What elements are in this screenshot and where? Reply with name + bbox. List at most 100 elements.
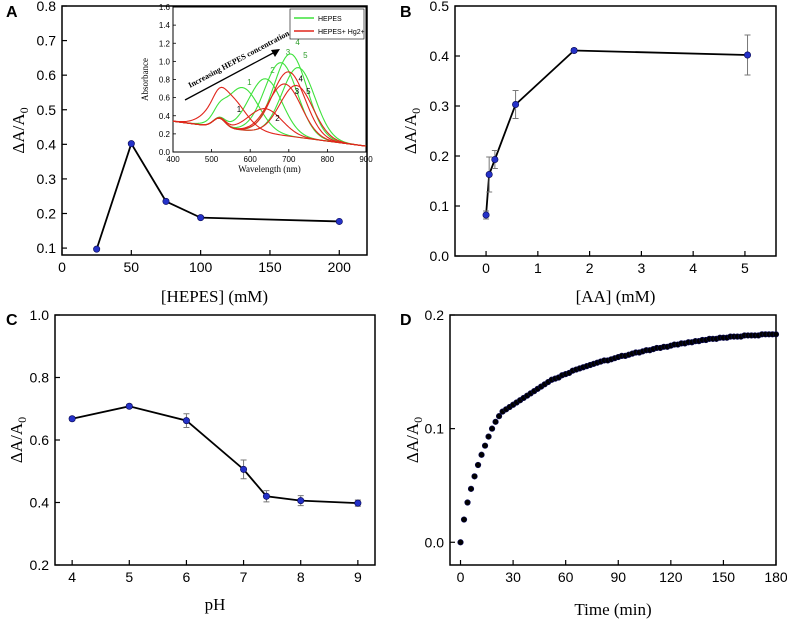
panel-d-ytick-label: 0.1 xyxy=(425,421,445,437)
panel-c-data-point xyxy=(354,499,362,507)
panel-a-xtick-label: 0 xyxy=(58,259,66,275)
inset-ytick-label: 1.2 xyxy=(159,39,171,48)
panel-d-data-point xyxy=(457,539,464,546)
inset-y-axis-label: Absorbance xyxy=(140,58,150,101)
panel-b-data-point xyxy=(512,101,520,109)
inset-legend-box xyxy=(289,8,365,40)
panel-a-ytick-label: 0.8 xyxy=(37,0,57,14)
inset-ytick-label: 1.4 xyxy=(159,21,171,30)
panel-c-xtick-label: 9 xyxy=(354,569,362,585)
panel-b-label: B xyxy=(400,4,412,21)
panel-c-ytick-label: 0.6 xyxy=(30,432,50,448)
panel-c-xtick-label: 7 xyxy=(240,569,248,585)
panel-a-ytick-label: 0.7 xyxy=(37,33,57,49)
panel-c-ytick-label: 1.0 xyxy=(30,307,50,323)
inset-curve-number: 3 xyxy=(295,87,300,96)
inset-ytick-label: 0.2 xyxy=(159,130,171,139)
panel-d-data-point xyxy=(478,451,485,458)
inset-legend-label: HEPES xyxy=(318,16,342,23)
inset-arrow-line xyxy=(184,51,276,101)
panel-c-y-axis-label: ΔA/A0 xyxy=(7,417,29,463)
panel-a-xtick-label: 200 xyxy=(328,259,352,275)
panel-a-x-axis-label: [HEPES] (mM) xyxy=(161,287,268,306)
panel-c-xtick-label: 6 xyxy=(183,569,191,585)
inset-curve-number: 4 xyxy=(295,38,300,47)
panel-c: 4 5 6 7 8 9 0.2 0.4 0.6 0.8 1.0 pH ΔA/A0 C xyxy=(6,307,376,614)
panel-a-ytick-label: 0.4 xyxy=(37,136,57,152)
panel-c-data-point xyxy=(68,415,76,423)
panel-a-ytick-label: 0.5 xyxy=(37,102,57,118)
panel-b-xtick-label: 3 xyxy=(637,260,645,276)
panel-b-ytick-label: 0.4 xyxy=(430,48,450,64)
panel-c-x-axis-label: pH xyxy=(205,595,226,614)
panel-d-data-point xyxy=(481,442,489,449)
panel-a-label: A xyxy=(6,4,18,21)
inset-xtick-label: 600 xyxy=(244,155,258,164)
panel-d-data-point xyxy=(460,516,468,523)
panel-c-axes-frame xyxy=(54,314,376,566)
panel-d-data-point xyxy=(467,485,475,492)
panel-b-xtick-label: 0 xyxy=(482,260,490,276)
panel-a-ytick-label: 0.2 xyxy=(37,206,57,222)
panel-c-label: C xyxy=(6,312,18,329)
panel-a: 0 50 100 150 200 0.1 0.2 0.3 0.4 0.5 0.6 0.7 0.8 [HEP… xyxy=(6,0,373,306)
panel-c-data-point xyxy=(297,497,305,505)
panel-b-data-point xyxy=(744,51,752,59)
panel-b: 0 1 2 3 4 5 0.0 0.1 0.2 0.3 0.4 0.5 [AA] (mM) ΔA/A0 B xyxy=(400,0,777,306)
panel-a-data-point xyxy=(162,197,170,205)
inset-ytick-label: 0.4 xyxy=(159,112,171,121)
panel-a-y-axis-label: ΔA/A0 xyxy=(9,107,31,153)
panel-d-data-point xyxy=(464,499,471,506)
panel-d-data-point xyxy=(772,331,780,338)
panel-b-ytick-label: 0.1 xyxy=(430,198,450,214)
panel-b-xtick-label: 4 xyxy=(689,260,697,276)
panel-c-xtick-label: 5 xyxy=(125,569,133,585)
inset-x-axis-label: Wavelength (nm) xyxy=(238,164,301,174)
panel-c-series-line xyxy=(71,405,358,505)
panel-c-data-point xyxy=(125,402,133,410)
panel-d-xtick-label: 60 xyxy=(558,569,574,585)
inset-xtick-label: 800 xyxy=(321,155,335,164)
panel-b-ytick-label: 0.2 xyxy=(430,148,450,164)
inset-curve-number: 5 xyxy=(303,51,308,60)
inset-curve-number: 1 xyxy=(237,105,242,114)
panel-d-xtick-label: 180 xyxy=(764,569,787,585)
inset-curve-number: 4 xyxy=(298,74,303,83)
panel-d: 0 30 60 90 120 150 180 0.0 0.1 0.2 Time (min) ΔA/A0… xyxy=(400,307,787,619)
panel-b-xtick-label: 5 xyxy=(741,260,749,276)
inset-xtick-label: 900 xyxy=(359,155,373,164)
inset-curve-number: 3 xyxy=(286,48,291,57)
panel-b-x-axis-label: [AA] (mM) xyxy=(576,287,656,306)
panel-c-ytick-label: 0.4 xyxy=(30,495,50,511)
panel-b-xtick-label: 2 xyxy=(586,260,594,276)
panel-d-data-point xyxy=(485,433,492,440)
panel-d-xtick-label: 120 xyxy=(659,569,683,585)
panel-a-xtick-label: 150 xyxy=(258,259,282,275)
inset-spectrum-hepes-hg-5 xyxy=(172,84,367,147)
panel-a-xtick-label: 100 xyxy=(189,259,213,275)
panel-c-ytick-label: 0.8 xyxy=(30,370,50,386)
inset-arrow-head xyxy=(271,49,280,57)
panel-d-data-point xyxy=(488,425,496,432)
panel-b-data-point xyxy=(570,46,578,54)
panel-a-ytick-label: 0.6 xyxy=(37,67,57,83)
panel-d-data-point xyxy=(474,461,482,469)
panel-a-data-point xyxy=(93,245,101,253)
panel-b-y-axis-label: ΔA/A0 xyxy=(401,108,423,154)
panel-b-series-line xyxy=(485,49,748,216)
panel-c-data-point xyxy=(182,417,190,425)
panel-c-xtick-label: 4 xyxy=(68,569,76,585)
inset-ytick-label: 0.6 xyxy=(159,94,171,103)
panel-a-ytick-label: 0.1 xyxy=(37,240,57,256)
panel-d-y-axis-label: ΔA/A0 xyxy=(403,417,425,463)
panel-c-xtick-label: 8 xyxy=(297,569,305,585)
panel-b-data-point xyxy=(485,171,493,179)
panel-d-data-point xyxy=(471,473,478,480)
panel-c-data-point xyxy=(262,492,270,500)
panel-d-label: D xyxy=(400,312,412,329)
panel-a-xtick-label: 50 xyxy=(124,259,140,275)
inset-curve-number: 1 xyxy=(247,78,252,87)
panel-d-xtick-label: 150 xyxy=(712,569,736,585)
panel-b-ytick-label: 0.5 xyxy=(430,0,450,14)
